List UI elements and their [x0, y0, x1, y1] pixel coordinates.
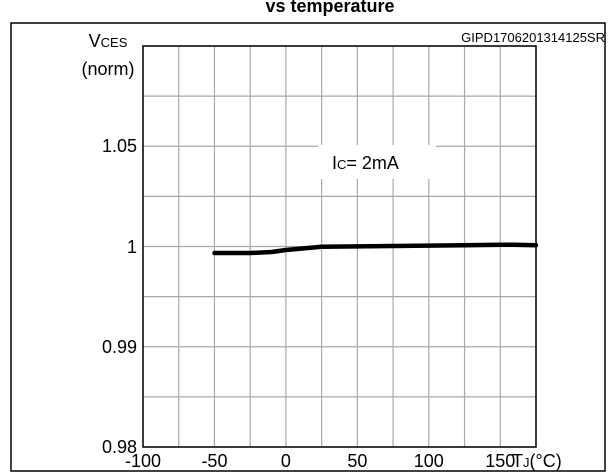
x-tick-label: 50 — [347, 451, 367, 471]
y-tick-labels: 0.98 0.99 1 1.05 — [102, 136, 137, 457]
x-tick-labels: -100 -50 0 50 100 150 — [125, 451, 515, 471]
plot-frame — [10, 22, 606, 472]
x-axis-label-unit: (°C) — [530, 451, 562, 471]
x-tick-label: -50 — [201, 451, 227, 471]
annotation-sub: C — [337, 157, 346, 172]
annotation-rest: = 2mA — [346, 153, 399, 173]
x-tick-label: 150 — [485, 451, 515, 471]
y-tick-label: 0.99 — [102, 337, 137, 357]
y-tick-label: 0.98 — [102, 437, 137, 457]
annotation-main: I — [332, 153, 337, 173]
x-axis-label: TJ(°C) — [512, 451, 562, 471]
y-axis-label-norm: (norm) — [82, 59, 135, 79]
x-tick-label: 0 — [281, 451, 291, 471]
x-axis-label-main: T — [512, 451, 523, 471]
series-line — [212, 242, 539, 256]
y-tick-label: 1.05 — [102, 136, 137, 156]
y-axis-label-main: V — [89, 31, 101, 51]
x-axis-label-sub: J — [523, 455, 530, 470]
x-tick-label: 100 — [414, 451, 444, 471]
y-tick-label: 1 — [127, 237, 137, 257]
figure-code: GIPD1706201314125SR — [461, 30, 605, 45]
y-axis-label-sub: CES — [101, 35, 128, 50]
series-layer — [212, 242, 539, 256]
x-tick-label: -100 — [125, 451, 161, 471]
annotation-background — [318, 145, 436, 179]
chart-title: vs temperature — [265, 0, 394, 16]
annotation-label: IC= 2mA — [332, 153, 399, 173]
y-axis-label: VCES — [89, 31, 128, 51]
